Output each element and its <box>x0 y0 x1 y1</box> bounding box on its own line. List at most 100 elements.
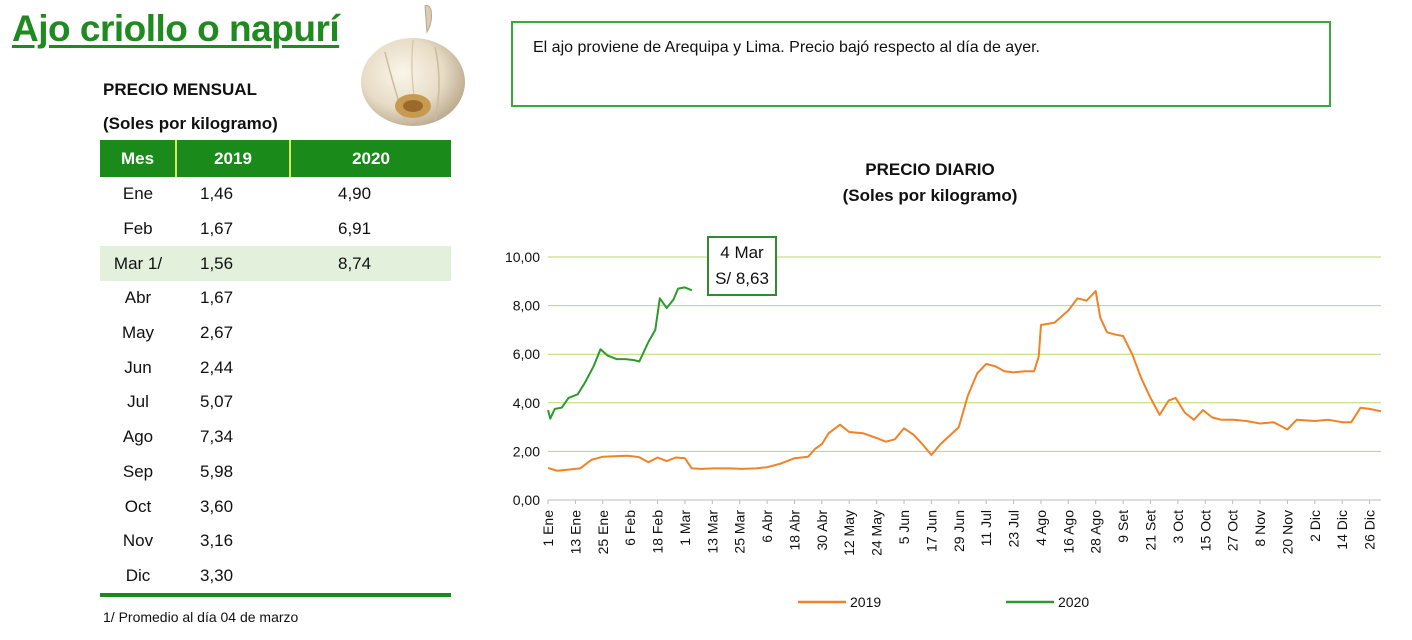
table-row: Jun 2,44 <box>100 350 451 385</box>
price-2019-cell: 3,30 <box>176 558 290 598</box>
month-cell: Oct <box>124 496 152 516</box>
y-tick-label: 0,00 <box>513 492 540 508</box>
footnote: 1/ Promedio al día 04 de marzo <box>103 609 299 625</box>
y-tick-label: 4,00 <box>513 395 540 411</box>
price-2020-cell <box>290 489 451 524</box>
x-tick-label: 24 May <box>869 510 885 556</box>
legend-label-2019: 2019 <box>850 594 881 610</box>
month-cell: Jul <box>127 392 149 412</box>
chart-subtitle: (Soles por kilogramo) <box>842 186 1018 205</box>
callout-date: 4 Mar <box>720 243 764 262</box>
x-tick-label: 14 Dic <box>1334 510 1350 550</box>
chart-title: PRECIO DIARIO <box>865 160 995 179</box>
price-2019-cell: 3,60 <box>200 496 234 516</box>
x-tick-label: 28 Ago <box>1088 510 1104 554</box>
x-tick-label: 16 Ago <box>1060 510 1076 554</box>
price-2020-cell <box>290 281 451 316</box>
series-line-2020 <box>547 286 693 420</box>
x-tick-label: 30 Abr <box>814 510 830 551</box>
x-tick-label: 8 Nov <box>1252 510 1268 547</box>
price-2020-cell: 6,91 <box>338 219 372 239</box>
x-tick-label: 5 Jun <box>896 510 912 544</box>
callout-value: S/ 8,63 <box>715 269 769 288</box>
series-line-2019 <box>547 290 1382 472</box>
price-2019-cell: 1,67 <box>200 219 234 239</box>
month-cell: Dic <box>100 558 176 598</box>
price-callout: 4 Mar S/ 8,63 <box>707 236 777 296</box>
x-tick-label: 1 Ene <box>540 510 556 547</box>
table-row: Abr 1,67 <box>100 281 451 316</box>
price-2020-cell <box>290 558 451 598</box>
price-2020-cell: 4,90 <box>338 184 372 204</box>
y-tick-label: 8,00 <box>513 298 540 314</box>
x-tick-label: 25 Mar <box>732 510 748 554</box>
x-tick-label: 25 Ene <box>595 510 611 555</box>
x-tick-label: 1 Mar <box>677 510 693 546</box>
price-2019-cell: 3,16 <box>200 531 234 551</box>
monthly-unit: (Soles por kilogramo) <box>103 114 278 133</box>
x-tick-label: 29 Jun <box>951 510 967 552</box>
month-cell: Ago <box>122 427 154 447</box>
month-cell: Jun <box>124 357 152 377</box>
price-2020-cell <box>290 524 451 559</box>
price-2019-cell: 1,67 <box>200 288 234 308</box>
daily-price-chart: 0,00 2,00 4,00 6,00 8,00 10,00 1 Ene 13 Ene 25 E… <box>505 249 1382 610</box>
col-mes: Mes <box>100 140 176 177</box>
month-cell: Abr <box>124 288 152 308</box>
table-row: Jul 5,07 <box>100 385 451 420</box>
table-row: May 2,67 <box>100 316 451 351</box>
x-tick-label: 2 Dic <box>1307 510 1323 542</box>
table-row: Dic 3,30 <box>100 558 451 598</box>
col-2019: 2019 <box>175 140 290 177</box>
x-tick-label: 9 Set <box>1115 510 1131 543</box>
x-tick-label: 4 Ago <box>1033 510 1049 546</box>
y-tick-label: 10,00 <box>505 249 540 265</box>
price-2019-cell: 7,34 <box>200 427 234 447</box>
price-2019-cell: 1,46 <box>200 184 234 204</box>
x-tick-label: 12 May <box>841 510 857 556</box>
month-cell: Ene <box>122 184 154 204</box>
price-2019-cell: 2,67 <box>200 323 234 343</box>
x-tick-label: 13 Mar <box>704 510 720 554</box>
info-box: El ajo proviene de Arequipa y Lima. Prec… <box>511 21 1331 107</box>
legend-label-2020: 2020 <box>1058 594 1089 610</box>
x-tick-label: 13 Ene <box>567 510 583 555</box>
monthly-heading: PRECIO MENSUAL <box>103 80 257 99</box>
price-2019-cell: 5,98 <box>200 461 234 481</box>
table-row: Feb 1,67 6,91 <box>100 212 451 247</box>
x-tick-label: 17 Jun <box>923 510 939 552</box>
table-row: Mar 1/1,56 8,74 <box>100 246 451 282</box>
x-tick-label: 27 Oct <box>1225 510 1241 551</box>
x-tick-label: 23 Jul <box>1006 510 1022 547</box>
price-2019-cell: 2,44 <box>200 357 234 377</box>
price-2020-cell <box>290 350 451 385</box>
month-cell: Sep <box>122 461 154 481</box>
table-row: Nov 3,16 <box>100 524 451 559</box>
table-row: Ene 1,46 4,90 <box>100 177 451 212</box>
table-row: Sep 5,98 <box>100 455 451 490</box>
table-row: Ago 7,34 <box>100 420 451 455</box>
price-2020-cell: 8,74 <box>290 246 451 282</box>
garlic-image <box>361 5 465 126</box>
x-tick-label: 21 Set <box>1142 510 1158 551</box>
price-2020-cell <box>290 316 451 351</box>
page-title: Ajo criollo o napurí <box>12 8 340 49</box>
month-cell: Nov <box>122 531 154 551</box>
info-text: El ajo proviene de Arequipa y Lima. Prec… <box>533 39 1040 56</box>
x-tick-label: 18 Feb <box>650 510 666 554</box>
month-cell: May <box>121 323 155 343</box>
price-2020-cell <box>290 385 451 420</box>
x-tick-label: 18 Abr <box>786 510 802 551</box>
y-tick-label: 2,00 <box>513 443 540 459</box>
x-tick-label: 11 Jul <box>978 510 994 546</box>
price-2020-cell <box>290 420 451 455</box>
month-cell: Mar 1/ <box>100 246 176 282</box>
x-tick-label: 20 Nov <box>1279 510 1295 554</box>
x-tick-label: 6 Feb <box>622 510 638 546</box>
col-2020: 2020 <box>289 140 451 177</box>
price-2019-cell: 5,07 <box>200 392 234 412</box>
table-row: Oct 3,60 <box>100 489 451 524</box>
x-tick-label: 6 Abr <box>759 510 775 543</box>
x-tick-label: 26 Dic <box>1362 510 1378 550</box>
price-2020-cell <box>290 455 451 490</box>
